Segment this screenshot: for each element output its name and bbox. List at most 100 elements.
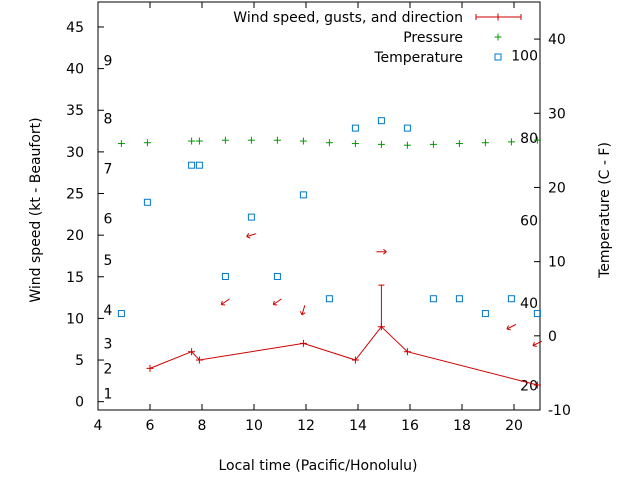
wind-direction-arrow-head bbox=[383, 248, 387, 255]
legend-entry: Wind speed, gusts, and direction bbox=[233, 10, 522, 26]
fahrenheit-label: 60 bbox=[520, 213, 538, 229]
beaufort-label: 8 bbox=[104, 112, 113, 128]
temperature-point bbox=[299, 191, 307, 199]
wind-direction-arrow-shaft bbox=[273, 298, 282, 306]
y-right-tick-label: 10 bbox=[548, 255, 566, 271]
y-axis-label-right: Temperature (C - F) bbox=[597, 142, 613, 279]
beaufort-label: 9 bbox=[104, 53, 113, 69]
wind-direction-arrow-shaft bbox=[532, 340, 543, 347]
wind-direction-arrow bbox=[272, 298, 282, 306]
pressure-point bbox=[533, 136, 541, 144]
legend: Wind speed, gusts, and direction Pressure… bbox=[233, 10, 522, 66]
y-right-tick-label: -10 bbox=[548, 403, 571, 419]
wind-speed-point bbox=[533, 381, 541, 389]
y-left-tick-label: 5 bbox=[75, 353, 84, 369]
legend-label: Temperature bbox=[373, 50, 463, 66]
y-axis-label-left: Wind speed (kt - Beaufort) bbox=[28, 117, 44, 302]
y-left-tick-label: 15 bbox=[66, 270, 84, 286]
y-left-tick-label: 40 bbox=[66, 62, 84, 78]
wind-direction-arrow-shaft bbox=[221, 298, 230, 306]
legend-marker bbox=[494, 33, 502, 41]
temperature-point bbox=[195, 161, 203, 169]
wind-direction-arrow bbox=[376, 248, 387, 255]
temperature-point bbox=[507, 295, 515, 303]
temperature-point bbox=[117, 310, 125, 318]
pressure-point bbox=[351, 140, 359, 148]
axes-layer: 4 6 8 10 12 14 16 18 20051015202530354045-100102… bbox=[66, 2, 571, 434]
temperature-point bbox=[533, 310, 541, 318]
y-left-tick-label: 0 bbox=[75, 395, 84, 411]
beaufort-label: 2 bbox=[104, 361, 113, 377]
temperature-point bbox=[143, 198, 151, 206]
temperature-point bbox=[273, 272, 281, 280]
x-tick-label: 6 bbox=[146, 418, 155, 434]
temperature-point bbox=[221, 272, 229, 280]
legend-marker bbox=[494, 13, 502, 21]
wind-direction-arrow bbox=[246, 233, 257, 239]
wind-speed-point bbox=[299, 339, 307, 347]
legend-entry: Pressure bbox=[403, 30, 502, 46]
x-tick-label: 16 bbox=[401, 418, 419, 434]
y-right-tick-label: 0 bbox=[548, 329, 557, 345]
wind-direction-arrow-head bbox=[532, 341, 537, 348]
pressure-point bbox=[117, 140, 125, 148]
wind-direction-arrow-shaft bbox=[301, 305, 306, 316]
temperature-point bbox=[247, 213, 255, 221]
x-tick-label: 8 bbox=[198, 418, 207, 434]
y-right-tick-label: 30 bbox=[548, 106, 566, 122]
y-right-tick-label: 20 bbox=[548, 180, 566, 196]
fahrenheit-label: 100 bbox=[511, 49, 538, 65]
wind-direction-arrow-head bbox=[506, 325, 511, 331]
x-tick-label: 14 bbox=[349, 418, 367, 434]
x-tick-label: 20 bbox=[505, 418, 523, 434]
wind-direction-arrow-head bbox=[220, 300, 226, 306]
pressure-point bbox=[325, 139, 333, 147]
wind-speed-point bbox=[146, 364, 154, 372]
temperature-point bbox=[403, 124, 411, 132]
wind-speed-point bbox=[195, 356, 203, 364]
pressure-point bbox=[507, 138, 515, 146]
temperature-point bbox=[351, 124, 359, 132]
fahrenheit-label: 20 bbox=[520, 378, 538, 394]
pressure-point bbox=[429, 140, 437, 148]
pressure-point bbox=[481, 139, 489, 147]
temperature-point bbox=[429, 295, 437, 303]
wind-direction-arrow bbox=[220, 298, 230, 306]
wind-speed-point bbox=[351, 356, 359, 364]
temperature-point bbox=[481, 310, 489, 318]
y-left-tick-label: 30 bbox=[66, 145, 84, 161]
pressure-point bbox=[247, 136, 255, 144]
temperature-point bbox=[325, 295, 333, 303]
wind-direction-arrow bbox=[299, 305, 306, 316]
wind-speed-point bbox=[403, 348, 411, 356]
x-tick-label: 4 bbox=[94, 418, 103, 434]
pressure-point bbox=[455, 140, 463, 148]
plot-frame bbox=[97, 1, 541, 411]
y-left-tick-label: 10 bbox=[66, 311, 84, 327]
fahrenheit-label: 40 bbox=[520, 296, 538, 312]
beaufort-label: 3 bbox=[104, 336, 113, 352]
wind-direction-arrow bbox=[532, 340, 543, 348]
wind-direction-arrow-head bbox=[272, 300, 278, 306]
pressure-point bbox=[299, 137, 307, 145]
pressure-point bbox=[377, 140, 385, 148]
pressure-point bbox=[403, 141, 411, 149]
wind-direction-arrow-head bbox=[299, 311, 306, 316]
x-axis-label: Local time (Pacific/Honolulu) bbox=[218, 458, 417, 474]
beaufort-label: 6 bbox=[104, 211, 113, 227]
wind-direction-arrow-shaft bbox=[506, 324, 517, 330]
beaufort-label: 7 bbox=[104, 162, 113, 178]
legend-label: Wind speed, gusts, and direction bbox=[233, 10, 463, 26]
fahrenheit-label: 80 bbox=[520, 131, 538, 147]
wind-speed-line bbox=[149, 325, 538, 386]
beaufort-label: 1 bbox=[104, 386, 113, 402]
temperature-point bbox=[377, 117, 385, 125]
wind-speed-point bbox=[188, 348, 196, 356]
x-tick-label: 12 bbox=[297, 418, 315, 434]
y-left-tick-label: 25 bbox=[66, 187, 84, 203]
y-left-tick-label: 20 bbox=[66, 228, 84, 244]
wind-direction-arrow bbox=[506, 324, 517, 331]
y-right-tick-label: 40 bbox=[548, 32, 566, 48]
pressure-point bbox=[188, 137, 196, 145]
